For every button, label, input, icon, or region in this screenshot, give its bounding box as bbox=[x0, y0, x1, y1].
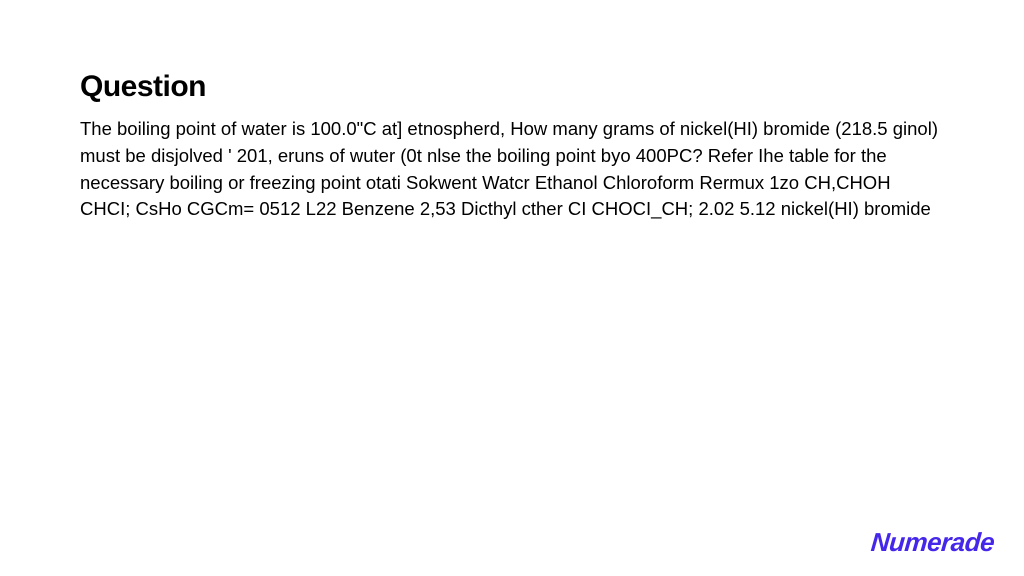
question-heading: Question bbox=[80, 70, 944, 104]
numerade-logo: Numerade bbox=[871, 527, 994, 558]
question-container: Question The boiling point of water is 1… bbox=[0, 0, 1024, 223]
question-body: The boiling point of water is 100.0"C at… bbox=[80, 116, 944, 223]
logo-text: Numerade bbox=[869, 527, 995, 558]
